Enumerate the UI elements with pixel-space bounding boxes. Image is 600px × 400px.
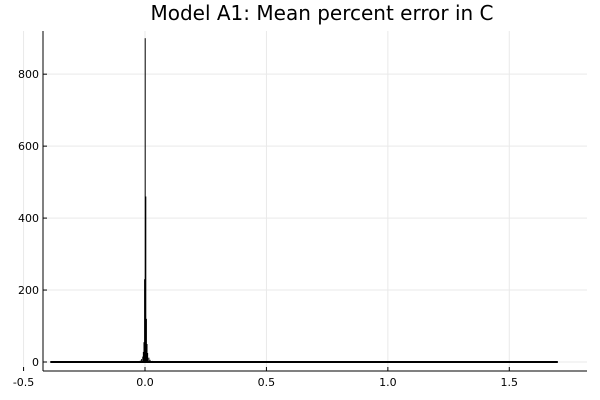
x-tick-label: -0.5 <box>13 376 34 389</box>
histogram-bar <box>151 360 153 363</box>
x-tick-label: 0.5 <box>258 376 276 389</box>
histogram-bar <box>142 356 144 363</box>
histogram-bar <box>137 361 139 363</box>
chart-title: Model A1: Mean percent error in C <box>150 1 493 25</box>
y-tick-label: 400 <box>18 212 39 225</box>
histogram-bar <box>141 359 143 363</box>
y-tick-label: 600 <box>18 140 39 153</box>
y-ticks: 0 200 400 600 800 <box>18 68 47 369</box>
histogram-bar <box>145 196 147 363</box>
y-tick-label: 0 <box>32 356 39 369</box>
histogram-bar <box>148 357 150 363</box>
histogram-bar <box>144 38 146 363</box>
histogram-bar <box>139 360 141 363</box>
y-tick-label: 200 <box>18 284 39 297</box>
x-ticks: -0.5 0.0 0.5 1.0 1.5 <box>13 367 518 389</box>
histogram-bar <box>146 344 148 363</box>
histogram-bar <box>147 353 149 363</box>
histogram-bar <box>144 279 146 363</box>
bars <box>50 38 558 364</box>
histogram-bar <box>142 351 144 363</box>
histogram-bar <box>149 359 151 363</box>
x-tick-label: 1.0 <box>379 376 397 389</box>
histogram-bar <box>145 318 147 363</box>
histogram-bar <box>143 342 145 363</box>
y-tick-label: 800 <box>18 68 39 81</box>
histogram-bar <box>132 361 134 363</box>
x-tick-label: 1.5 <box>501 376 519 389</box>
histogram-bar <box>154 361 156 363</box>
x-tick-label: 0.0 <box>136 376 154 389</box>
